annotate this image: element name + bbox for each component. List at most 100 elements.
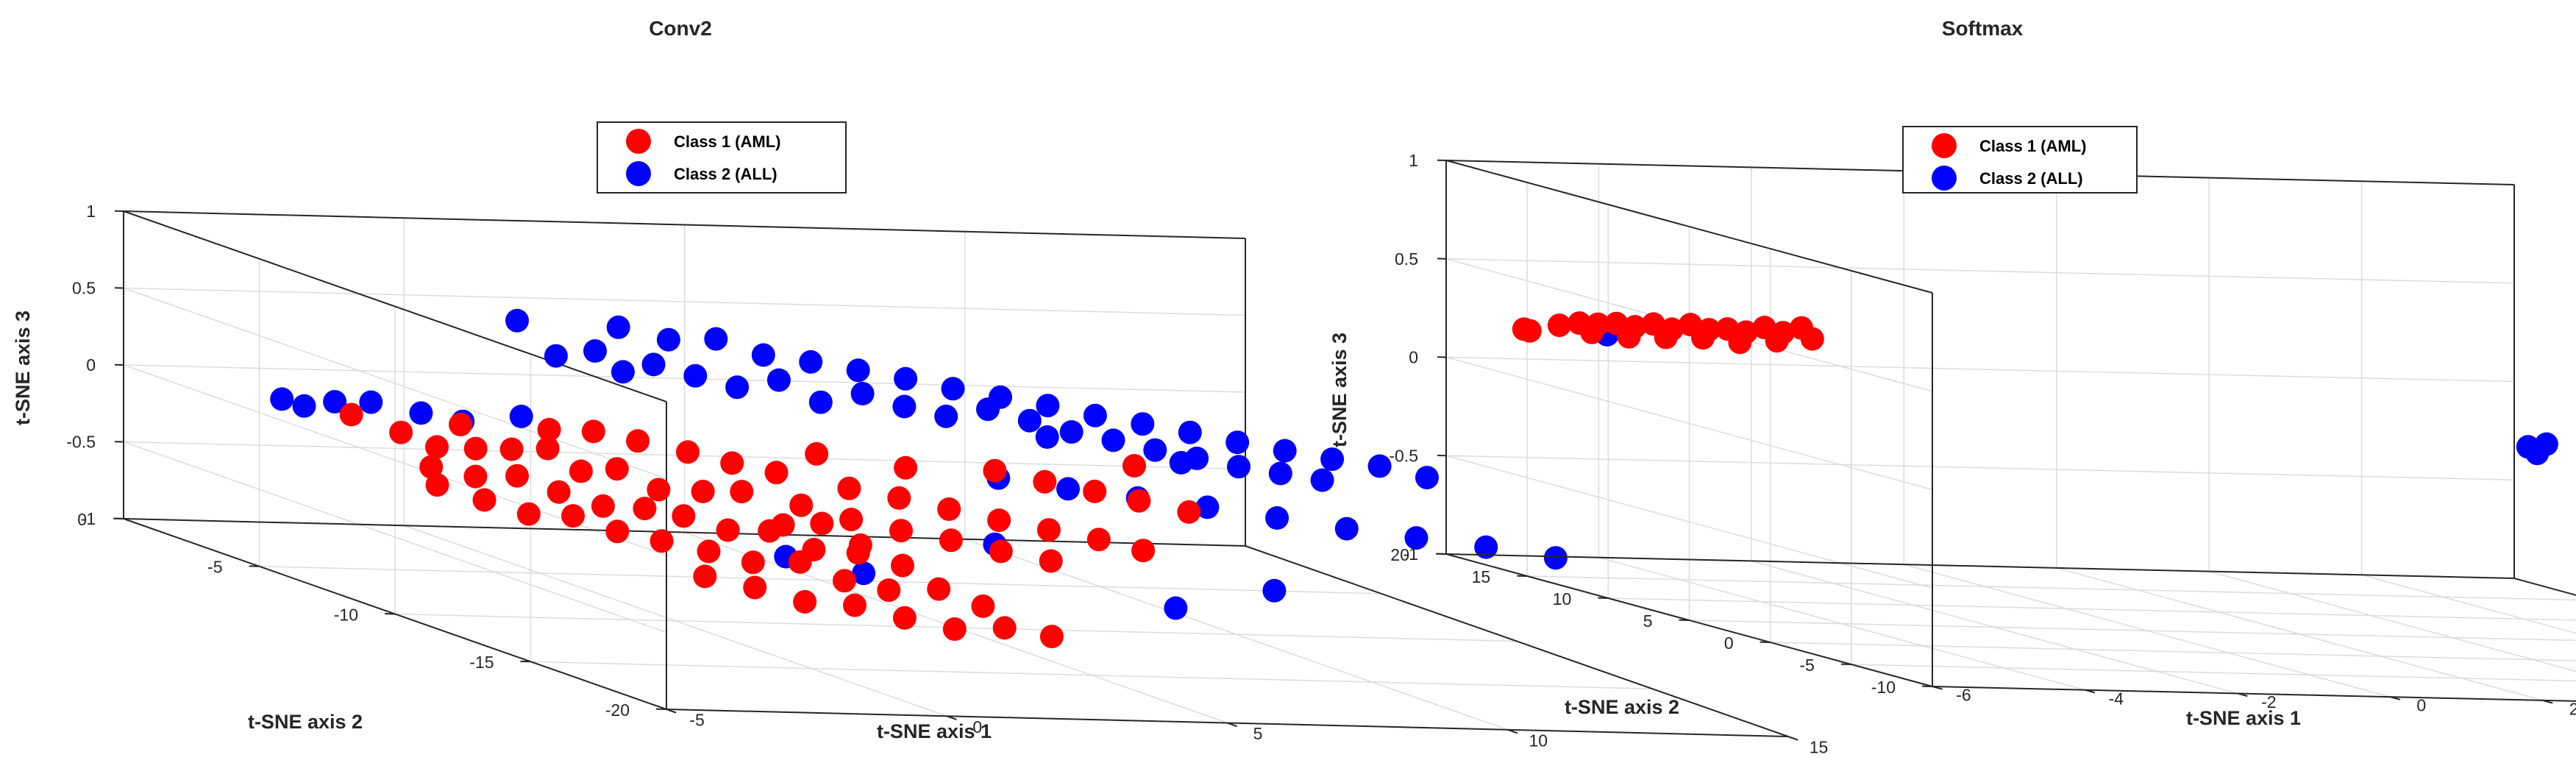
series-1: [1512, 311, 1824, 355]
z-tick-label: 0.5: [1395, 249, 1418, 269]
class1-point: [1039, 625, 1064, 649]
class2-point: [1131, 412, 1155, 436]
back-grid-z: [123, 287, 1246, 316]
class1-point: [1654, 325, 1678, 349]
class2-point: [1017, 408, 1042, 433]
class2-point: [1262, 578, 1287, 603]
class1-point: [672, 504, 696, 528]
z-tick-label: -0.5: [1389, 446, 1418, 465]
y-tick-label: -15: [469, 653, 494, 672]
x-tick-label: -4: [2109, 689, 2124, 708]
floor-grid-y: [1770, 642, 2576, 661]
x-tick: [1787, 736, 1798, 741]
chart-title: Conv2: [649, 17, 712, 40]
class1-point: [789, 493, 814, 517]
class2-point: [1404, 526, 1428, 550]
class1-point: [987, 508, 1011, 533]
class2-point: [292, 394, 316, 418]
z-axis-label: t-SNE axis 3: [1328, 333, 1351, 447]
y-tick-label: 0: [1724, 634, 1734, 653]
class2-point: [1059, 420, 1084, 444]
class2-point: [1310, 468, 1334, 492]
class1-point: [1728, 330, 1752, 355]
class1-point: [561, 504, 585, 528]
floor-grid-y: [1608, 597, 2576, 621]
side-grid-z: [1445, 356, 1933, 491]
class2-point: [1195, 495, 1220, 519]
class1-point: [1131, 539, 1156, 563]
class1-point: [937, 497, 961, 521]
class2-point: [505, 308, 529, 333]
floor-grid-y: [530, 661, 1653, 689]
chart-title: Softmax: [1942, 17, 2024, 40]
class1-point: [927, 577, 951, 601]
class1-point: [425, 435, 449, 459]
class1-point: [1177, 500, 1201, 524]
data-points: [270, 308, 1568, 649]
softmax-plot: -6-4-202468-10-505101520-1-0.500.51t-SNE…: [1328, 17, 2576, 729]
y-tick-label: 5: [1643, 611, 1653, 631]
x-tick: [2390, 696, 2401, 700]
class1-point: [537, 418, 561, 441]
class1-point: [339, 402, 363, 427]
class1-point: [472, 488, 497, 512]
x-tick: [946, 715, 957, 720]
class1-point: [1083, 479, 1107, 503]
floor-grid-x: [2208, 570, 2576, 672]
class1-point: [891, 553, 914, 578]
grid-lines: [123, 210, 1789, 737]
class1-point: [389, 420, 413, 444]
class2-point: [606, 315, 630, 339]
class2-point: [799, 349, 823, 374]
series-1: [339, 402, 1201, 649]
legend: Class 1 (AML) Class 2 (ALL): [597, 121, 847, 194]
class1-point: [833, 569, 856, 593]
class2-point: [1035, 425, 1059, 449]
class1-point: [693, 564, 717, 589]
class2-point: [934, 404, 958, 428]
class2-point: [323, 390, 347, 414]
class1-point: [720, 451, 744, 475]
class2-point: [852, 561, 876, 586]
legend-entry: Class 1 (AML): [674, 132, 780, 151]
class1-point: [605, 457, 629, 481]
y-tick-label: 20: [1390, 545, 1409, 564]
y-tick-label: -5: [207, 558, 222, 577]
back-grid-z: [1445, 455, 2515, 480]
class1-point: [971, 594, 995, 618]
class2-point: [766, 368, 791, 392]
class1-point: [741, 550, 765, 575]
class2-point: [1474, 535, 1498, 559]
class1-point: [1086, 528, 1111, 552]
x-tick: [2237, 692, 2248, 698]
class2-point: [850, 382, 875, 405]
x-tick-label: 15: [1810, 738, 1829, 757]
series-2: [270, 308, 1568, 620]
class1-point: [650, 529, 674, 553]
class2-point: [846, 358, 870, 383]
class1-point: [730, 480, 754, 504]
y-tick-label: -20: [605, 700, 630, 720]
class2-point: [751, 343, 775, 367]
class1-point: [942, 617, 967, 641]
class2-point: [704, 327, 728, 351]
class1-point: [877, 578, 901, 603]
y-tick-label: -10: [334, 605, 358, 624]
x-tick-label: 0: [2416, 696, 2426, 715]
class2-point: [409, 401, 433, 425]
y-tick-label: 0: [77, 510, 87, 529]
class1-point: [676, 440, 700, 464]
class1-point: [626, 429, 650, 453]
class1-point: [894, 455, 918, 480]
floor-grid-y: [1851, 664, 2576, 682]
x-tick-label: 0: [972, 717, 982, 737]
x-axis-label: t-SNE axis 1: [2186, 707, 2301, 729]
z-tick-label: -1: [1403, 544, 1418, 564]
class1-point: [839, 508, 864, 532]
class2-point: [611, 360, 635, 384]
class1-point: [793, 589, 817, 614]
side-grid-z: [123, 287, 667, 480]
class1-point: [983, 458, 1007, 483]
box-edge: [1445, 160, 1933, 294]
